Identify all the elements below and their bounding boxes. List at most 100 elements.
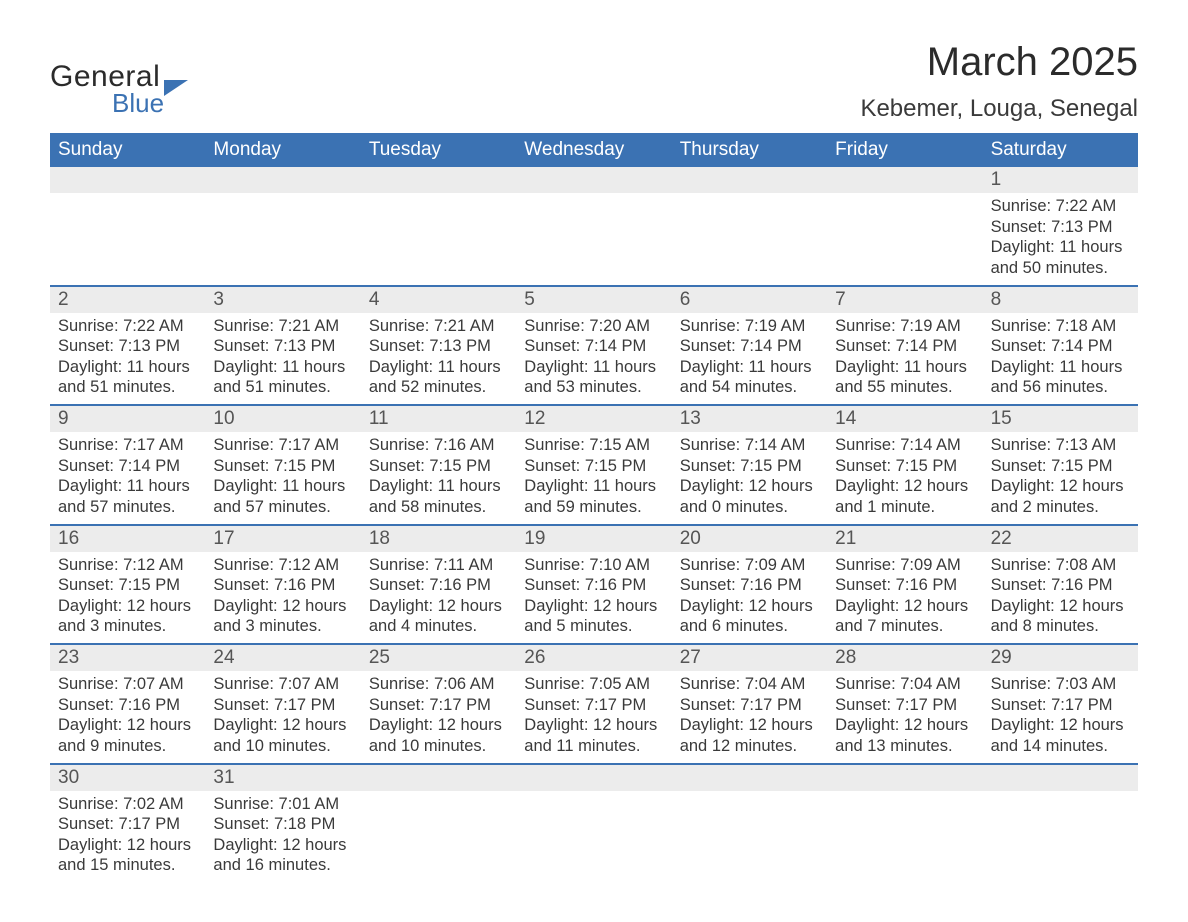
day-details [827,791,982,883]
day-number [50,167,205,193]
day-details: Sunrise: 7:06 AMSunset: 7:17 PMDaylight:… [361,671,516,763]
calendar: SundayMondayTuesdayWednesdayThursdayFrid… [50,133,1138,882]
day-number: 16 [50,526,205,552]
day-details: Sunrise: 7:18 AMSunset: 7:14 PMDaylight:… [983,313,1138,405]
daylight-line: Daylight: 12 hours and 14 minutes. [991,715,1130,756]
day-details: Sunrise: 7:22 AMSunset: 7:13 PMDaylight:… [50,313,205,405]
dow-tuesday: Tuesday [361,133,516,167]
day-details: Sunrise: 7:19 AMSunset: 7:14 PMDaylight:… [827,313,982,405]
sunset-line: Sunset: 7:17 PM [524,695,663,716]
day-details: Sunrise: 7:11 AMSunset: 7:16 PMDaylight:… [361,552,516,644]
sunrise-line: Sunrise: 7:10 AM [524,555,663,576]
sunset-line: Sunset: 7:13 PM [991,217,1130,238]
sunset-line: Sunset: 7:14 PM [680,336,819,357]
location-subtitle: Kebemer, Louga, Senegal [860,95,1138,123]
month-title: March 2025 [860,40,1138,85]
sunrise-line: Sunrise: 7:01 AM [213,794,352,815]
day-details: Sunrise: 7:17 AMSunset: 7:15 PMDaylight:… [205,432,360,524]
sunset-line: Sunset: 7:17 PM [680,695,819,716]
sunrise-line: Sunrise: 7:11 AM [369,555,508,576]
day-number: 11 [361,406,516,432]
day-number [516,765,671,791]
sunrise-line: Sunrise: 7:22 AM [58,316,197,337]
day-number: 8 [983,287,1138,313]
sunrise-line: Sunrise: 7:15 AM [524,435,663,456]
daylight-line: Daylight: 11 hours and 52 minutes. [369,357,508,398]
sunset-line: Sunset: 7:16 PM [524,575,663,596]
sunrise-line: Sunrise: 7:05 AM [524,674,663,695]
daylight-line: Daylight: 12 hours and 15 minutes. [58,835,197,876]
sunset-line: Sunset: 7:15 PM [213,456,352,477]
sunset-line: Sunset: 7:15 PM [680,456,819,477]
sunset-line: Sunset: 7:17 PM [835,695,974,716]
daylight-line: Daylight: 12 hours and 6 minutes. [680,596,819,637]
daylight-line: Daylight: 11 hours and 53 minutes. [524,357,663,398]
sunrise-line: Sunrise: 7:14 AM [835,435,974,456]
day-details: Sunrise: 7:21 AMSunset: 7:13 PMDaylight:… [361,313,516,405]
sunset-line: Sunset: 7:13 PM [369,336,508,357]
daylight-line: Daylight: 12 hours and 7 minutes. [835,596,974,637]
day-number: 1 [983,167,1138,193]
daylight-line: Daylight: 11 hours and 54 minutes. [680,357,819,398]
sunset-line: Sunset: 7:16 PM [369,575,508,596]
daylight-line: Daylight: 12 hours and 9 minutes. [58,715,197,756]
daylight-line: Daylight: 12 hours and 13 minutes. [835,715,974,756]
day-details: Sunrise: 7:09 AMSunset: 7:16 PMDaylight:… [827,552,982,644]
day-details [516,791,671,883]
sunset-line: Sunset: 7:14 PM [58,456,197,477]
day-number: 18 [361,526,516,552]
details-row: Sunrise: 7:12 AMSunset: 7:15 PMDaylight:… [50,552,1138,644]
sunset-line: Sunset: 7:14 PM [835,336,974,357]
day-number: 22 [983,526,1138,552]
sunrise-line: Sunrise: 7:18 AM [991,316,1130,337]
daylight-line: Daylight: 12 hours and 12 minutes. [680,715,819,756]
day-details: Sunrise: 7:09 AMSunset: 7:16 PMDaylight:… [672,552,827,644]
day-details: Sunrise: 7:04 AMSunset: 7:17 PMDaylight:… [672,671,827,763]
day-number [516,167,671,193]
sunrise-line: Sunrise: 7:13 AM [991,435,1130,456]
daylight-line: Daylight: 11 hours and 57 minutes. [213,476,352,517]
day-details [672,791,827,883]
day-number: 12 [516,406,671,432]
sunrise-line: Sunrise: 7:04 AM [835,674,974,695]
daylight-line: Daylight: 12 hours and 3 minutes. [58,596,197,637]
details-row: Sunrise: 7:07 AMSunset: 7:16 PMDaylight:… [50,671,1138,763]
dow-friday: Friday [827,133,982,167]
day-details: Sunrise: 7:05 AMSunset: 7:17 PMDaylight:… [516,671,671,763]
daylight-line: Daylight: 11 hours and 58 minutes. [369,476,508,517]
sunrise-line: Sunrise: 7:17 AM [58,435,197,456]
daylight-line: Daylight: 12 hours and 16 minutes. [213,835,352,876]
details-row: Sunrise: 7:17 AMSunset: 7:14 PM Daylight:… [50,432,1138,524]
sunset-line: Sunset: 7:14 PM [524,336,663,357]
header: General Blue March 2025 Kebemer, Louga, … [50,40,1138,123]
day-number: 3 [205,287,360,313]
daynum-row: 2345678 [50,287,1138,313]
sunset-line: Sunset: 7:16 PM [680,575,819,596]
day-details: Sunrise: 7:03 AMSunset: 7:17 PMDaylight:… [983,671,1138,763]
sunset-line: Sunset: 7:17 PM [369,695,508,716]
daylight-line: Daylight: 12 hours and 10 minutes. [213,715,352,756]
day-number: 9 [50,406,205,432]
sunrise-line: Sunrise: 7:22 AM [991,196,1130,217]
day-details: Sunrise: 7:12 AMSunset: 7:16 PMDaylight:… [205,552,360,644]
daylight-line: Daylight: 12 hours and 5 minutes. [524,596,663,637]
daynum-row: 1 [50,167,1138,193]
day-details [672,193,827,285]
week-6: 3031Sunrise: 7:02 AMSunset: 7:17 PMDayli… [50,765,1138,883]
day-details: Sunrise: 7:07 AMSunset: 7:16 PMDaylight:… [50,671,205,763]
sunrise-line: Sunrise: 7:14 AM [680,435,819,456]
day-details: Sunrise: 7:04 AMSunset: 7:17 PMDaylight:… [827,671,982,763]
sunset-line: Sunset: 7:17 PM [213,695,352,716]
sunset-line: Sunset: 7:15 PM [991,456,1130,477]
sunset-line: Sunset: 7:16 PM [58,695,197,716]
sunset-line: Sunset: 7:13 PM [58,336,197,357]
day-number [361,765,516,791]
daylight-line: Daylight: 12 hours and 2 minutes. [991,476,1130,517]
day-number: 21 [827,526,982,552]
day-details: Sunrise: 7:22 AMSunset: 7:13 PMDaylight:… [983,193,1138,285]
sunset-line: Sunset: 7:15 PM [58,575,197,596]
day-number [983,765,1138,791]
sunrise-line: Sunrise: 7:12 AM [58,555,197,576]
sunrise-line: Sunrise: 7:21 AM [369,316,508,337]
day-number: 5 [516,287,671,313]
